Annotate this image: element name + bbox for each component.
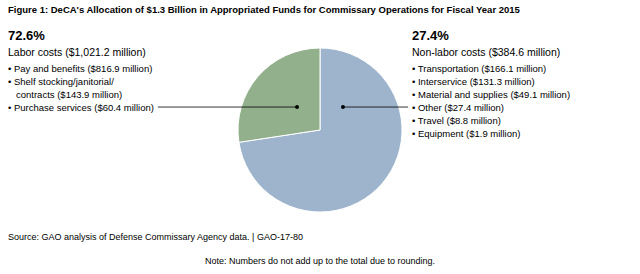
annotation-line: • Shelf stocking/janitorial/ [8, 76, 114, 87]
annotation: • Purchase services ($60.4 million) [8, 102, 154, 113]
annotation-line: • Interservice ($131.3 million) [412, 76, 535, 87]
annotation-line: • Transportation ($166.1 million) [412, 63, 546, 74]
data-label: 72.6% [8, 28, 45, 43]
annotation: • Pay and benefits ($816.9 million) [8, 63, 152, 74]
annotation: • Other ($27.4 million) [412, 102, 504, 113]
category-label: Non-labor costs ($384.6 million) [412, 46, 560, 58]
title: Figure 1: DeCA's Allocation of $1.3 Bill… [8, 4, 521, 15]
annotation: • Transportation ($166.1 million) [412, 63, 546, 74]
pie-slice [238, 48, 320, 142]
leader-dot [341, 105, 345, 109]
category-label: Labor costs ($1,021.2 million) [8, 46, 146, 58]
annotation-line: • Other ($27.4 million) [412, 102, 504, 113]
annotation: • Travel ($8.8 million) [412, 115, 501, 126]
leader-dot [295, 105, 299, 109]
annotation-line: • Pay and benefits ($816.9 million) [8, 63, 152, 74]
data-label: 27.4% [412, 28, 449, 43]
annotation-line: • Travel ($8.8 million) [412, 115, 501, 126]
leader-line [158, 107, 297, 108]
annotation: • Equipment ($1.9 million) [412, 128, 520, 139]
annotation: • Shelf stocking/janitorial/contracts ($… [8, 76, 122, 100]
leaders [158, 105, 408, 109]
annotation-line: • Equipment ($1.9 million) [412, 128, 520, 139]
annotation: • Interservice ($131.3 million) [412, 76, 535, 87]
label-block: 72.6% Labor costs ($1,021.2 million) • Pay… [8, 28, 154, 113]
leader-line [343, 107, 408, 108]
source: Source: GAO analysis of Defense Commissa… [8, 232, 303, 242]
annotation-line: • Material and supplies ($49.1 million) [412, 89, 570, 100]
annotation-line: • Purchase services ($60.4 million) [8, 102, 154, 113]
annotation: • Material and supplies ($49.1 million) [412, 89, 570, 100]
annotation-line: contracts ($143.9 million) [16, 89, 122, 100]
pie-slice [239, 48, 402, 212]
chart: Figure 1: DeCA's Allocation of $1.3 Bill… [0, 0, 640, 274]
note: Note: Numbers do not add up to the total… [205, 256, 435, 266]
label-block: 27.4% Non-labor costs ($384.6 million) • T… [412, 28, 570, 139]
pie [238, 48, 402, 212]
